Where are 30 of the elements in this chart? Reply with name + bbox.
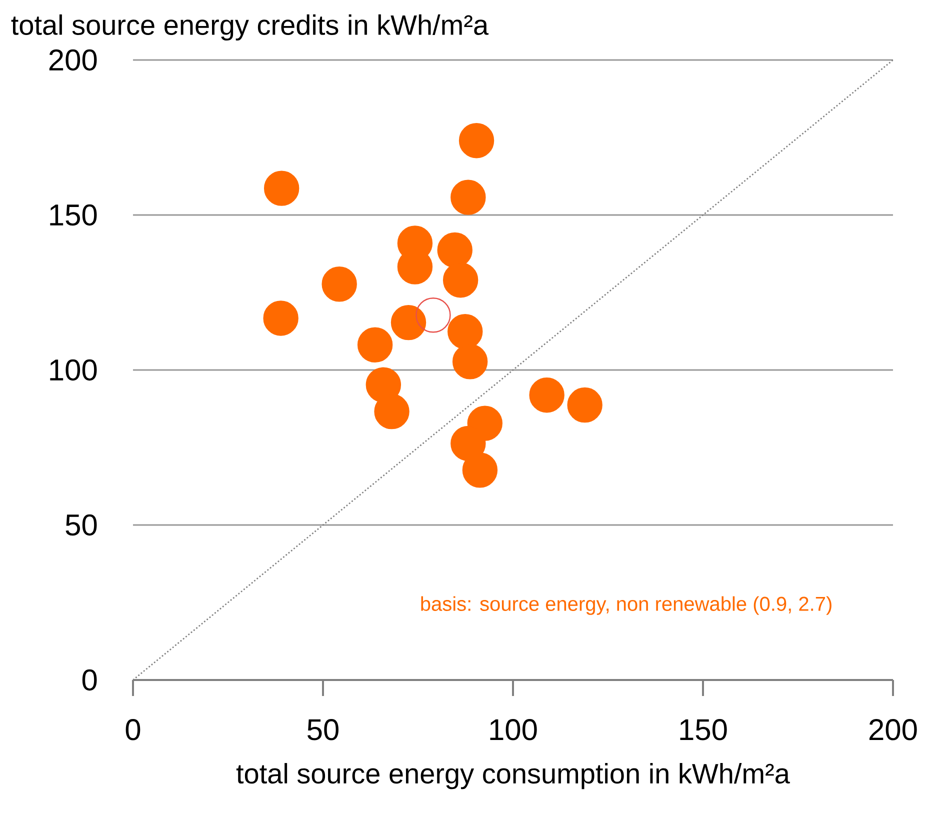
point (529, 378, 564, 413)
point (458, 122, 494, 158)
point (442, 262, 478, 298)
y-axis-title: total source energy credits in kWh/m²a (11, 14, 489, 41)
point (263, 300, 298, 336)
point (390, 304, 426, 340)
y-tick-label: 150 (50, 204, 97, 226)
point (264, 170, 300, 206)
point (450, 180, 486, 215)
point (462, 452, 498, 488)
point (450, 426, 486, 462)
point (416, 298, 451, 333)
x-tick-label: 100 (490, 719, 537, 740)
point (357, 327, 393, 362)
annotation: basis: source energy, non renewable (0.9, 2.7) (421, 596, 832, 615)
point (452, 344, 488, 380)
x-tick-label: 50 (308, 719, 338, 740)
y-tick-label: 50 (66, 514, 97, 536)
point (322, 266, 357, 302)
point (437, 232, 472, 268)
y-tick-label: 100 (50, 359, 97, 381)
x-tick-label: 200 (869, 719, 917, 740)
x-tick-label: 150 (680, 719, 727, 740)
point (567, 387, 602, 423)
y-tick-label: 200 (49, 49, 97, 71)
y-tick-label: 0 (82, 669, 97, 691)
x-tick-label: 0 (126, 719, 140, 740)
point (374, 394, 410, 430)
x-axis-title: total source energy consumption in kWh/m²a (236, 763, 790, 790)
point (448, 314, 483, 350)
